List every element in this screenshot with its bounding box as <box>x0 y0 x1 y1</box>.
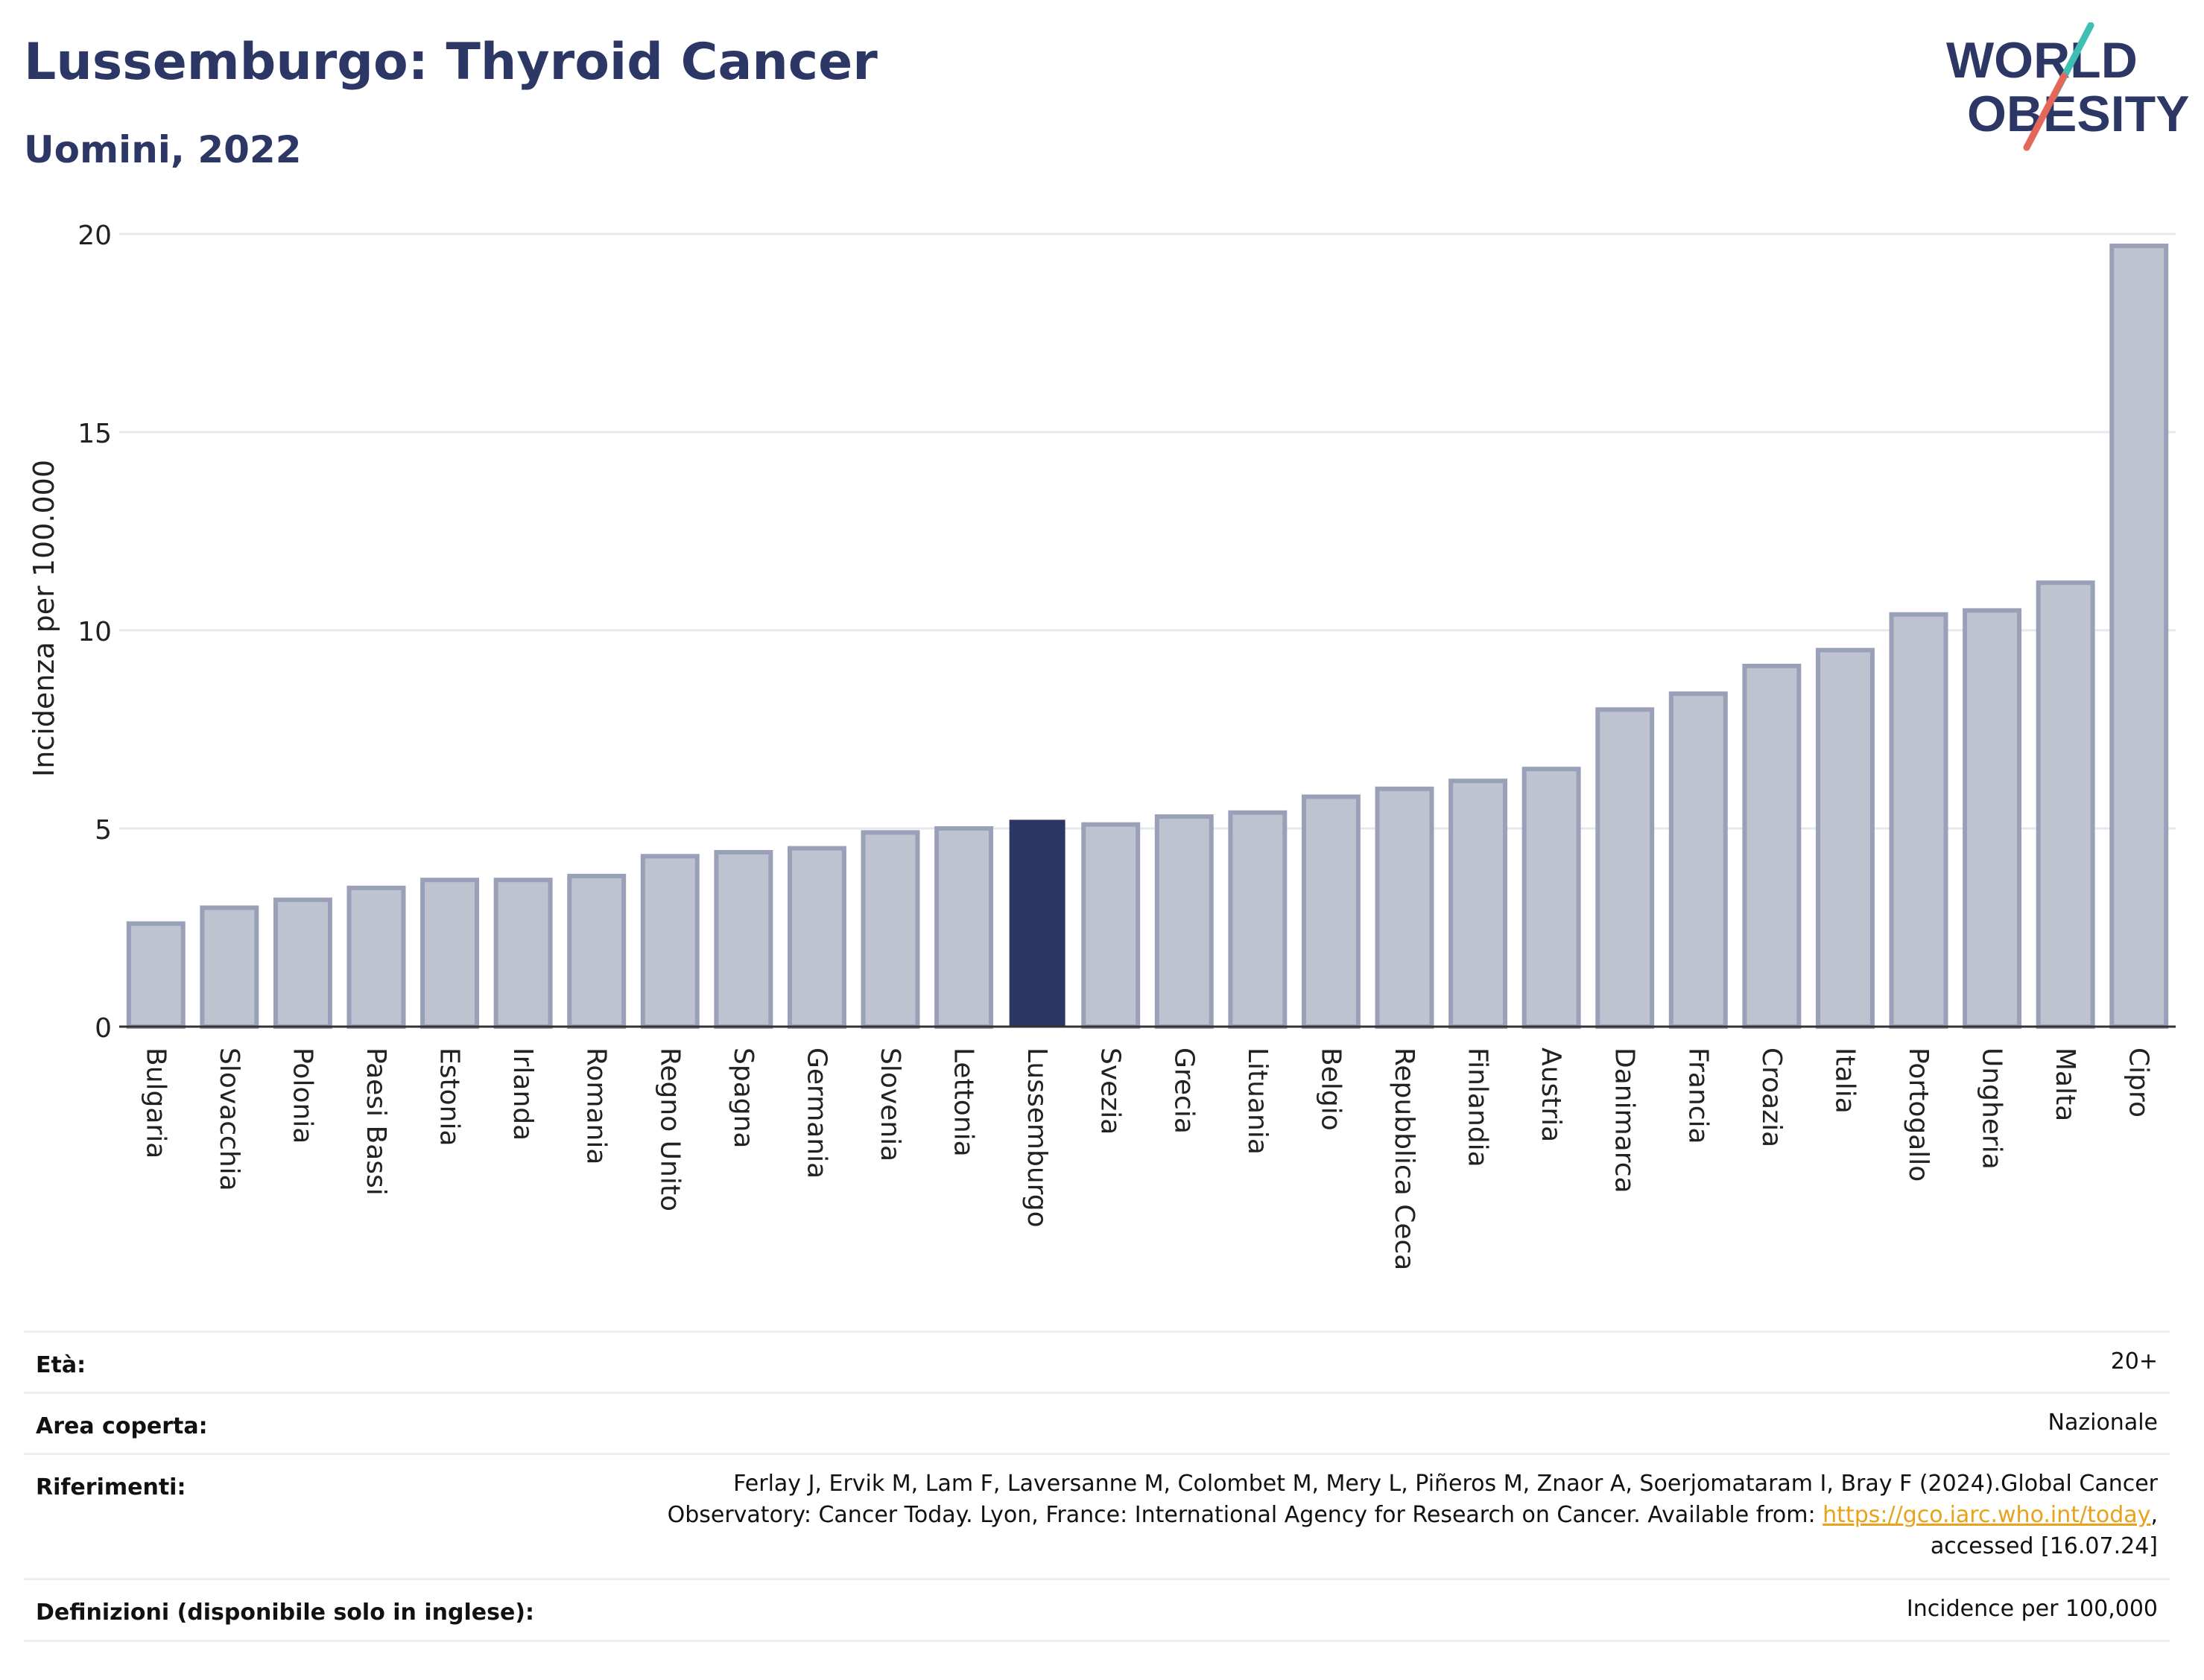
y-tick-label: 20 <box>77 221 112 251</box>
bar-austria <box>1521 767 1581 1029</box>
x-tick-label: Polonia <box>287 1047 317 1144</box>
x-tick-label: Lussemburgo <box>1022 1047 1052 1228</box>
bar-regno-unito <box>640 854 700 1029</box>
references-line-2-suffix: , <box>2150 1502 2158 1528</box>
references-label: Riferimenti: <box>36 1474 186 1500</box>
x-tick-label: Romania <box>581 1047 612 1164</box>
bar-finlandia <box>1448 779 1508 1030</box>
x-tick-label: Portogallo <box>1903 1047 1934 1182</box>
bar-bulgaria <box>126 921 186 1030</box>
bar-estonia <box>420 878 480 1030</box>
bar-spagna <box>714 849 773 1030</box>
references-line-3: accessed [16.07.24] <box>1930 1533 2158 1559</box>
bar-germania <box>787 846 846 1029</box>
bar-danimarca <box>1595 707 1655 1030</box>
bar-croazia <box>1742 663 1802 1029</box>
area-value: Nazionale <box>2048 1410 2158 1436</box>
bar-francia <box>1668 691 1728 1029</box>
bar-ungheria <box>1963 608 2022 1029</box>
info-row-age: Età: 20+ <box>24 1331 2170 1392</box>
definitions-value: Incidence per 100,000 <box>1906 1596 2158 1622</box>
x-tick-label: Croazia <box>1756 1047 1787 1147</box>
bar-grecia <box>1154 814 1214 1030</box>
bar-romania <box>567 873 627 1029</box>
bar-slovacchia <box>200 905 259 1030</box>
bar-lettonia <box>934 826 994 1029</box>
bar-slovenia <box>861 830 920 1029</box>
x-tick-label: Francia <box>1682 1047 1713 1144</box>
bar-repubblica-ceca <box>1375 786 1434 1030</box>
x-tick-label: Danimarca <box>1609 1047 1640 1194</box>
bar-lituania <box>1228 810 1288 1029</box>
y-tick-label: 15 <box>77 419 112 449</box>
bar-polonia <box>273 897 332 1030</box>
x-tick-label: Slovacchia <box>214 1047 244 1191</box>
references-line-1: Ferlay J, Ervik M, Lam F, Laversanne M, … <box>733 1471 2158 1497</box>
bar-svezia <box>1081 822 1141 1030</box>
definitions-label: Definizioni (disponibile solo in inglese… <box>36 1600 534 1626</box>
x-tick-label: Lituania <box>1242 1047 1273 1155</box>
info-row-definitions: Definizioni (disponibile solo in inglese… <box>24 1578 2170 1642</box>
page-subtitle: Uomini, 2022 <box>24 128 302 171</box>
references-value: Ferlay J, Ervik M, Lam F, Laversanne M, … <box>444 1468 2158 1562</box>
x-tick-label: Germania <box>801 1047 832 1179</box>
logo-text-obesity: OBESITY <box>1967 86 2190 142</box>
x-tick-label: Malta <box>2050 1047 2080 1121</box>
bar-irlanda <box>493 878 553 1030</box>
x-tick-label: Regno Unito <box>654 1047 685 1211</box>
x-tick-label: Ungheria <box>1977 1047 2007 1170</box>
bar-chart: 0 5 10 15 20 Bulgaria Slovacchia Polonia Paesi B… <box>28 221 2176 1270</box>
axes: 0 5 10 15 20 Bulgaria Slovacchia Polonia Paesi B… <box>77 221 2176 1270</box>
y-tick-label: 5 <box>95 815 112 846</box>
logo-text-world: WORLD <box>1946 32 2138 89</box>
logo-slash-red <box>2023 72 2068 151</box>
x-tick-label: Austria <box>1536 1047 1566 1142</box>
x-tick-label: Finlandia <box>1463 1047 1493 1167</box>
age-label: Età: <box>36 1352 86 1378</box>
x-tick-label: Bulgaria <box>140 1047 171 1158</box>
references-link[interactable]: https://gco.iarc.who.int/today <box>1823 1502 2151 1528</box>
page-title: Lussemburgo: Thyroid Cancer <box>24 33 878 92</box>
x-tick-label: Estonia <box>434 1047 465 1147</box>
y-tick-label: 10 <box>77 617 112 647</box>
x-tick-label: Slovenia <box>875 1047 905 1161</box>
bar-malta <box>2036 580 2095 1029</box>
bars <box>126 243 2169 1030</box>
info-row-area: Area coperta: Nazionale <box>24 1392 2170 1454</box>
references-line-2: Observatory: Cancer Today. Lyon, France:… <box>444 1500 2158 1531</box>
world-obesity-logo: WORLD OBESITY <box>1946 22 2190 151</box>
bar-paesi-bassi <box>346 885 406 1030</box>
x-tick-label: Grecia <box>1168 1047 1199 1134</box>
x-tick-label: Svezia <box>1095 1047 1126 1135</box>
x-tick-label: Italia <box>1829 1047 1860 1114</box>
y-axis-label: Incidenza per 100.000 <box>28 460 60 777</box>
references-line-2-text: Observatory: Cancer Today. Lyon, France:… <box>667 1502 1823 1528</box>
x-tick-label: Spagna <box>728 1047 759 1149</box>
bar-belgio <box>1301 794 1361 1029</box>
area-label: Area coperta: <box>36 1413 208 1439</box>
age-value: 20+ <box>2110 1348 2158 1375</box>
bar-lussemburgo <box>1009 820 1065 1027</box>
x-tick-label: Cipro <box>2124 1047 2154 1118</box>
bar-cipro <box>2109 243 2169 1030</box>
bar-italia <box>1815 647 1875 1029</box>
x-tick-label: Irlanda <box>507 1047 538 1141</box>
bar-portogallo <box>1889 612 1948 1029</box>
x-tick-label: Lettonia <box>949 1047 979 1157</box>
x-tick-label: Paesi Bassi <box>361 1047 391 1196</box>
info-row-references: Riferimenti: Ferlay J, Ervik M, Lam F, L… <box>24 1453 2170 1579</box>
x-tick-label: Repubblica Ceca <box>1389 1047 1419 1270</box>
x-tick-label: Belgio <box>1315 1047 1346 1131</box>
y-tick-label: 0 <box>95 1013 112 1044</box>
